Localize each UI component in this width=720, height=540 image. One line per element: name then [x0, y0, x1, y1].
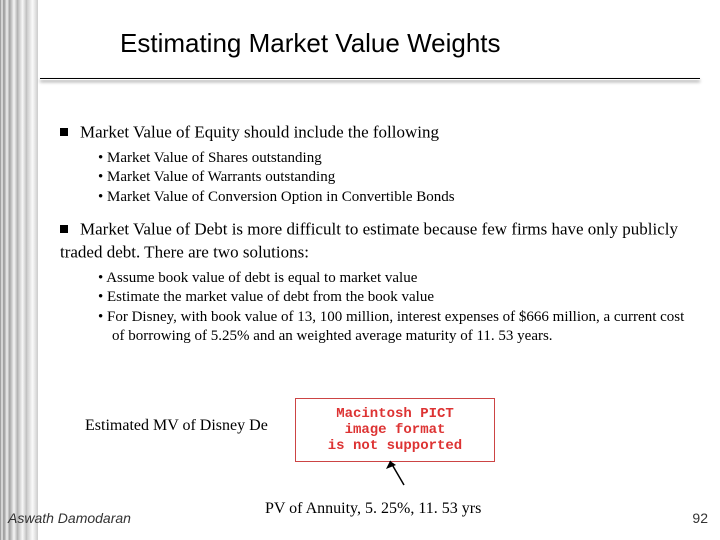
- slide-content: Market Value of Equity should include th…: [60, 120, 695, 357]
- square-bullet-icon: [60, 225, 68, 233]
- sub-item: Estimate the market value of debt from t…: [98, 288, 695, 308]
- arrow-icon: [382, 455, 412, 487]
- sub-item: Market Value of Warrants outstanding: [98, 168, 695, 188]
- pv-annuity-label: PV of Annuity, 5. 25%, 11. 53 yrs: [265, 500, 481, 518]
- pict-unsupported-box: Macintosh PICT image format is not suppo…: [295, 398, 495, 462]
- sub-item: Market Value of Conversion Option in Con…: [98, 188, 695, 208]
- sub-item: Market Value of Shares outstanding: [98, 149, 695, 169]
- title-divider: [40, 78, 700, 80]
- sub-item: For Disney, with book value of 13, 100 m…: [98, 308, 695, 347]
- decorative-left-bars: [0, 0, 38, 540]
- bullet-debt: Market Value of Debt is more difficult t…: [60, 217, 695, 262]
- pict-line-3: is not supported: [328, 438, 462, 454]
- square-bullet-icon: [60, 128, 68, 136]
- slide-number: 92: [692, 510, 708, 526]
- author-label: Aswath Damodaran: [8, 510, 131, 526]
- sub-item: Assume book value of debt is equal to ma…: [98, 269, 695, 289]
- bullet-equity: Market Value of Equity should include th…: [60, 120, 695, 143]
- debt-sublist: Assume book value of debt is equal to ma…: [98, 269, 695, 347]
- estimated-mv-label: Estimated MV of Disney De: [85, 417, 268, 435]
- slide-title: Estimating Market Value Weights: [120, 28, 501, 59]
- pict-line-1: Macintosh PICT: [336, 406, 454, 422]
- pict-line-2: image format: [345, 422, 446, 438]
- equity-sublist: Market Value of Shares outstanding Marke…: [98, 149, 695, 208]
